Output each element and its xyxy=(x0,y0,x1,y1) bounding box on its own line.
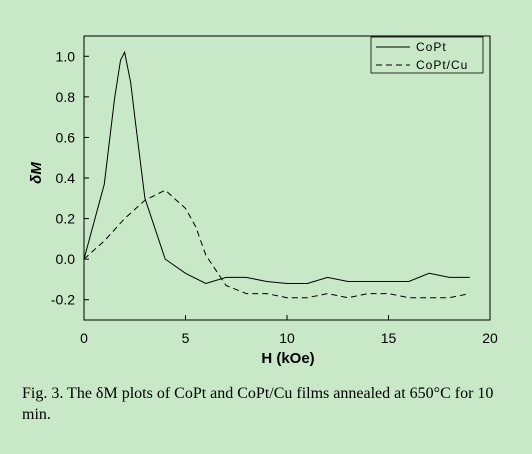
y-tick-label: -0.2 xyxy=(51,292,75,308)
y-tick-label: 0.0 xyxy=(56,251,76,267)
y-tick-label: 1.0 xyxy=(56,48,76,64)
plot-frame xyxy=(83,35,491,321)
y-axis-label: δM xyxy=(28,162,45,184)
y-tick-label: 0.4 xyxy=(56,170,76,186)
series-line-copt xyxy=(83,50,470,285)
x-axis-label: H (kOe) xyxy=(261,350,314,367)
x-tick-label: 5 xyxy=(182,330,190,346)
legend-label-copt-cu: CoPt/Cu xyxy=(416,58,468,72)
y-tick-label: 0.8 xyxy=(56,89,76,105)
series-layer xyxy=(83,50,470,299)
ticks-layer: 0 5 10 15 20 -0.2 0.0 0.2 0.4 0.6 0.8 1.0 xyxy=(51,48,498,346)
series-line-copt-cu xyxy=(83,189,470,299)
legend-label-copt: CoPt xyxy=(416,40,447,54)
y-tick-label: 0.6 xyxy=(56,129,76,145)
x-tick-label: 10 xyxy=(279,330,295,346)
y-tick-label: 0.2 xyxy=(56,211,76,227)
figure-caption: Fig. 3. The δM plots of CoPt and CoPt/Cu… xyxy=(22,385,494,423)
plot-area xyxy=(83,35,491,321)
legend: CoPt CoPt/Cu xyxy=(370,36,484,74)
x-tick-label: 20 xyxy=(482,330,498,346)
x-tick-label: 15 xyxy=(381,330,397,346)
x-tick-label: 0 xyxy=(80,330,88,346)
legend-box xyxy=(370,36,484,74)
